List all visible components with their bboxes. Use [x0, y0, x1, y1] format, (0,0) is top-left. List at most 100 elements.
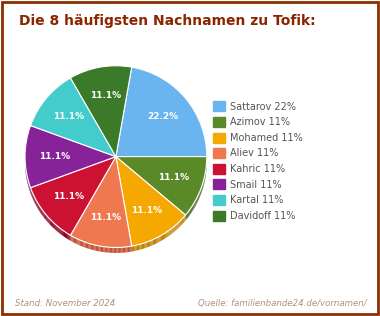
Polygon shape	[116, 247, 117, 253]
Polygon shape	[142, 243, 143, 249]
Polygon shape	[143, 243, 144, 249]
Polygon shape	[91, 244, 92, 250]
Polygon shape	[138, 245, 139, 250]
Polygon shape	[79, 240, 80, 246]
Polygon shape	[188, 211, 189, 217]
Polygon shape	[101, 246, 102, 252]
Polygon shape	[110, 247, 111, 253]
Polygon shape	[161, 235, 162, 241]
Wedge shape	[116, 157, 185, 246]
Text: 22.2%: 22.2%	[148, 112, 179, 121]
Polygon shape	[74, 237, 75, 243]
Polygon shape	[108, 247, 110, 253]
Polygon shape	[168, 230, 169, 236]
Polygon shape	[148, 241, 149, 247]
Polygon shape	[115, 247, 116, 253]
Polygon shape	[62, 230, 63, 236]
Wedge shape	[25, 125, 116, 188]
Polygon shape	[198, 194, 199, 201]
Polygon shape	[199, 192, 200, 198]
Polygon shape	[127, 247, 128, 252]
Text: 11.1%: 11.1%	[131, 206, 162, 215]
Text: 11.1%: 11.1%	[53, 112, 84, 121]
Polygon shape	[88, 243, 89, 249]
Polygon shape	[63, 230, 64, 237]
Wedge shape	[116, 67, 207, 157]
Polygon shape	[130, 246, 132, 252]
Polygon shape	[106, 247, 107, 252]
Polygon shape	[84, 242, 86, 248]
Polygon shape	[46, 215, 47, 221]
Polygon shape	[158, 236, 160, 242]
Polygon shape	[102, 246, 103, 252]
Polygon shape	[81, 240, 82, 246]
Polygon shape	[152, 240, 153, 246]
Polygon shape	[149, 241, 150, 247]
Polygon shape	[120, 247, 121, 253]
Polygon shape	[36, 201, 37, 207]
Polygon shape	[160, 236, 161, 242]
Polygon shape	[44, 213, 45, 219]
Polygon shape	[177, 222, 179, 229]
Polygon shape	[59, 227, 60, 234]
Polygon shape	[38, 204, 39, 210]
Polygon shape	[49, 218, 50, 225]
Polygon shape	[167, 231, 168, 237]
Polygon shape	[82, 241, 83, 247]
Polygon shape	[137, 245, 138, 251]
Polygon shape	[180, 220, 181, 226]
Polygon shape	[34, 196, 35, 203]
Text: 11.1%: 11.1%	[38, 152, 70, 161]
Polygon shape	[50, 219, 51, 226]
Polygon shape	[37, 202, 38, 208]
Polygon shape	[185, 214, 186, 221]
Polygon shape	[65, 232, 66, 238]
Wedge shape	[70, 157, 132, 247]
Polygon shape	[93, 245, 94, 250]
Polygon shape	[67, 233, 68, 240]
Polygon shape	[64, 231, 65, 237]
Polygon shape	[134, 245, 136, 251]
Polygon shape	[153, 239, 154, 245]
Polygon shape	[119, 247, 120, 253]
Polygon shape	[111, 247, 112, 253]
Polygon shape	[66, 233, 67, 239]
Polygon shape	[76, 238, 78, 244]
Text: Die 8 häufigsten Nachnamen zu Tofik:: Die 8 häufigsten Nachnamen zu Tofik:	[19, 14, 316, 28]
Polygon shape	[193, 204, 194, 210]
Polygon shape	[141, 244, 142, 250]
Polygon shape	[202, 183, 203, 190]
Polygon shape	[155, 238, 156, 244]
Polygon shape	[174, 225, 176, 232]
Wedge shape	[30, 78, 116, 157]
Polygon shape	[125, 247, 127, 252]
Polygon shape	[47, 216, 48, 222]
Polygon shape	[139, 244, 141, 250]
Polygon shape	[187, 212, 188, 218]
Text: 11.1%: 11.1%	[90, 91, 121, 100]
Polygon shape	[80, 240, 81, 246]
Polygon shape	[40, 207, 41, 214]
Polygon shape	[100, 246, 101, 252]
Polygon shape	[31, 189, 32, 196]
Polygon shape	[61, 229, 62, 235]
Polygon shape	[41, 208, 42, 215]
Polygon shape	[43, 211, 44, 218]
Polygon shape	[60, 228, 61, 234]
Polygon shape	[42, 210, 43, 216]
Polygon shape	[75, 238, 76, 244]
Polygon shape	[176, 224, 177, 231]
Polygon shape	[112, 247, 114, 253]
Polygon shape	[173, 227, 174, 233]
Wedge shape	[116, 157, 207, 215]
Polygon shape	[45, 214, 46, 220]
Polygon shape	[55, 224, 56, 230]
Polygon shape	[136, 245, 137, 251]
Polygon shape	[121, 247, 123, 253]
Polygon shape	[165, 232, 166, 238]
Text: Stand: November 2024: Stand: November 2024	[15, 299, 116, 308]
Wedge shape	[70, 66, 132, 157]
Polygon shape	[169, 229, 171, 235]
Polygon shape	[128, 246, 129, 252]
Text: 11.1%: 11.1%	[90, 213, 121, 222]
